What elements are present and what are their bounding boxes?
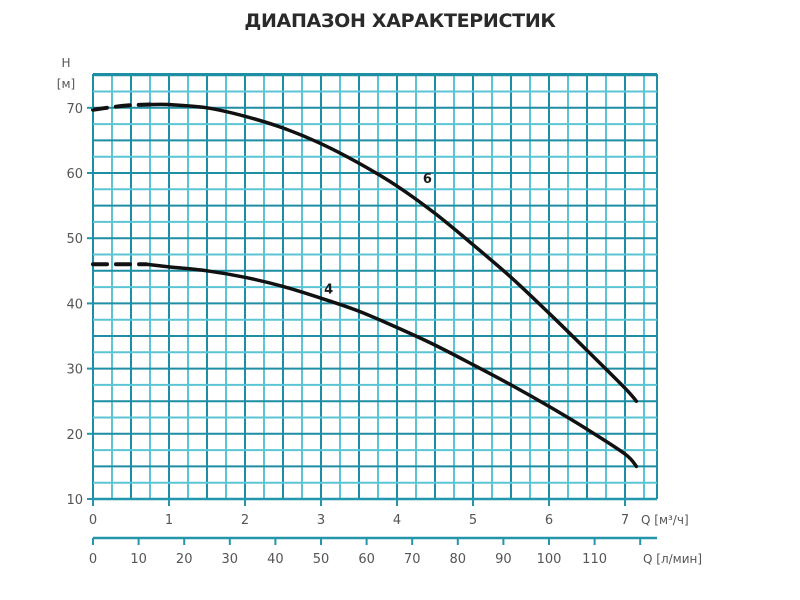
curve-4: [144, 262, 639, 469]
chart-axes: 10 20 30 40 50 60 70 H [м] 0 1 2 3 4 5 6 7 Q [м³/ч] 0 10 20 3…: [57, 56, 702, 567]
x2-tick-label: 90: [495, 552, 512, 567]
x-tick-label: 5: [469, 513, 477, 528]
x-tick-label: 6: [545, 513, 553, 528]
x-tick-label: 2: [241, 513, 249, 528]
y-axis-unit: [м]: [57, 77, 75, 91]
x2-tick-label: 60: [358, 552, 375, 567]
x-axis-label: Q [м³/ч]: [641, 513, 689, 527]
y-tick-label: 10: [66, 493, 83, 508]
y-tick-label: 70: [66, 102, 83, 117]
x-tick-label: 4: [393, 513, 401, 528]
y-tick-label: 50: [66, 232, 83, 247]
x2-tick-label: 100: [537, 552, 562, 567]
x-tick-label: 7: [621, 513, 629, 528]
x2-axis-label: Q [л/мин]: [643, 552, 702, 566]
x-tick-label: 1: [165, 513, 173, 528]
x2-tick-label: 110: [582, 552, 607, 567]
y-tick-label: 60: [66, 167, 83, 182]
x-tick-label: 0: [89, 513, 97, 528]
y-axis-label: H: [61, 56, 70, 70]
curve-label-6: 6: [423, 172, 432, 187]
performance-curves: 64: [91, 102, 639, 469]
x2-tick-label: 50: [313, 552, 330, 567]
x2-tick-label: 70: [404, 552, 421, 567]
x2-tick-label: 10: [130, 552, 147, 567]
x2-tick-label: 30: [222, 552, 239, 567]
curve-6-dashed: [91, 102, 152, 112]
y-tick-label: 30: [66, 363, 83, 378]
x2-tick-label: 0: [89, 552, 97, 567]
chart-title: ДИАПАЗОН ХАРАКТЕРИСТИК: [244, 10, 556, 32]
x2-tick-label: 80: [450, 552, 467, 567]
curve-label-4: 4: [324, 283, 333, 298]
y-tick-label: 20: [66, 428, 83, 443]
x2-tick-label: 20: [176, 552, 193, 567]
x2-tick-label: 40: [267, 552, 284, 567]
chart-grid: [92, 73, 658, 500]
y-tick-label: 40: [66, 297, 83, 312]
x-tick-label: 3: [317, 513, 325, 528]
curve-6: [148, 102, 639, 403]
